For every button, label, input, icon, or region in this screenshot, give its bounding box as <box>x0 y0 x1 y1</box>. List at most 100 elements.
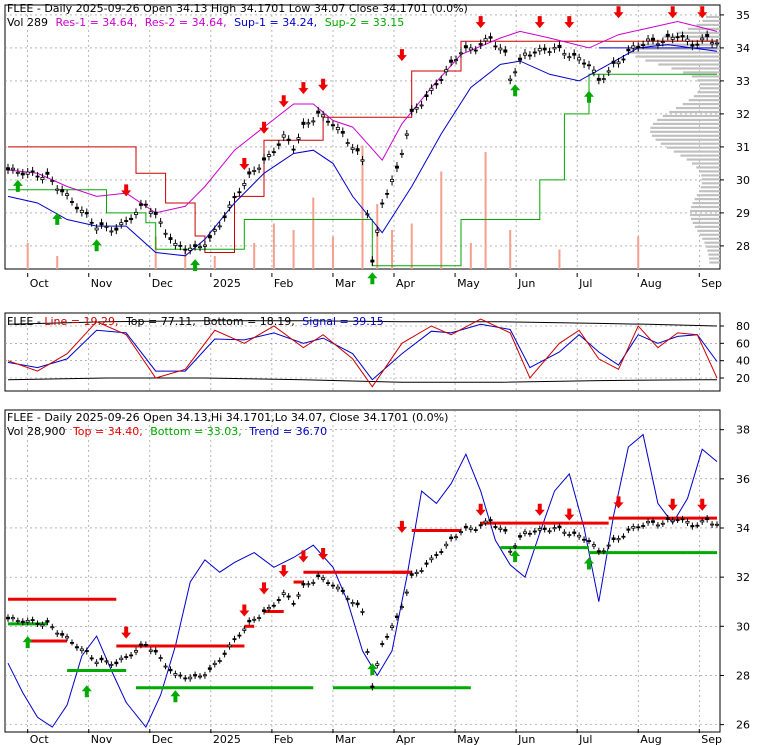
stochastic-lines <box>7 318 718 388</box>
candle-body <box>567 534 572 536</box>
candle-body <box>35 175 40 178</box>
candle-body <box>429 87 434 91</box>
candle-body <box>296 594 301 597</box>
profile-bar <box>694 198 720 201</box>
price-lines <box>7 20 718 267</box>
candle-body <box>473 49 478 52</box>
x-tick-label: Oct <box>30 733 50 745</box>
candle-body <box>198 246 203 249</box>
profile-bar <box>635 55 720 58</box>
candle-body <box>242 628 247 631</box>
candle-body <box>675 36 680 39</box>
candle-body <box>291 602 296 605</box>
x-tick-label: Jun <box>517 733 535 745</box>
candle-body <box>498 527 503 530</box>
profile-bar <box>666 146 720 149</box>
candle-body <box>198 675 203 678</box>
candle-body <box>444 543 449 547</box>
candle-body <box>79 648 84 652</box>
profile-bar <box>702 19 720 23</box>
candle-body <box>454 59 459 62</box>
candle-body <box>375 229 380 233</box>
y-tick-label: 28 <box>736 240 750 253</box>
candle-body <box>84 650 89 653</box>
up-arrow-marker <box>52 212 63 225</box>
candle-body <box>99 657 104 661</box>
down-arrow-marker <box>475 503 486 516</box>
profile-bar <box>645 59 720 62</box>
profile-bar <box>686 158 720 161</box>
candle-body <box>518 57 523 61</box>
candle-body <box>281 134 286 138</box>
up-arrow-marker <box>510 84 521 97</box>
candle-body <box>690 44 695 47</box>
profile-bar <box>699 233 720 236</box>
profile-bar <box>688 99 720 102</box>
candle-body <box>104 225 109 228</box>
candle-body <box>636 45 641 49</box>
candle-body <box>247 171 252 175</box>
stoch-header-title: FLEE - <box>7 315 44 328</box>
candle-body <box>650 520 655 523</box>
profile-bar <box>663 35 720 38</box>
candle-body <box>70 642 75 644</box>
channel-lower-line <box>7 44 718 257</box>
candle-body <box>15 171 20 174</box>
candle-body <box>577 57 582 61</box>
y-tick-label: 40 <box>736 355 750 368</box>
down-arrow-marker <box>318 78 329 91</box>
candle-body <box>655 524 660 527</box>
profile-bar <box>694 225 720 228</box>
candle-body <box>715 42 720 45</box>
candle-body <box>478 524 483 527</box>
profile-bar <box>651 134 720 137</box>
profile-bar <box>655 138 720 141</box>
up-arrow-marker <box>367 663 378 676</box>
candle-body <box>316 110 321 114</box>
y-tick-label: 30 <box>736 174 750 187</box>
down-arrow-marker <box>278 565 289 578</box>
candle-body <box>468 527 473 530</box>
down-arrow-marker <box>259 582 270 595</box>
candle-body <box>582 538 587 541</box>
candle-body <box>30 170 35 173</box>
down-arrow-marker <box>534 503 545 516</box>
candle-body <box>601 550 606 553</box>
candle-body <box>596 77 601 81</box>
volume-bar <box>312 197 315 269</box>
candle-body <box>330 124 335 127</box>
volume-bar <box>484 152 487 269</box>
candle-body <box>104 660 109 663</box>
candle-body <box>360 159 365 162</box>
candle-body <box>212 229 217 232</box>
candle-body <box>188 676 193 680</box>
candle-body <box>15 620 20 623</box>
candle-body <box>365 213 370 216</box>
candle-body <box>65 193 70 196</box>
trend-x-ticks: Oct Nov Dec 2025 Feb Mar Apr May Jun Jul Aug Sep <box>27 729 722 745</box>
down-arrow-marker <box>298 82 309 95</box>
candle-body <box>50 180 55 182</box>
candle-body <box>591 544 596 547</box>
candle-body <box>513 545 518 548</box>
candle-body <box>276 143 281 146</box>
candle-body <box>168 237 173 241</box>
x-tick-label: Apr <box>396 733 416 745</box>
up-arrow-marker <box>367 272 378 285</box>
profile-bar <box>690 213 720 217</box>
candle-body <box>188 247 193 251</box>
candle-body <box>143 644 148 646</box>
trend-header-line1: FLEE - Daily 2025-09-26 Open 34.13,Hi 34… <box>7 411 448 424</box>
candle-body <box>710 523 715 526</box>
candle-body <box>596 550 601 553</box>
candle-body <box>547 530 552 533</box>
x-tick-label: Oct <box>30 277 50 290</box>
candle-body <box>641 44 646 47</box>
candle-body <box>60 633 65 636</box>
x-tick-label: Dec <box>152 277 173 290</box>
candle-body <box>419 104 424 107</box>
candle-body <box>621 535 626 538</box>
candle-body <box>129 217 134 221</box>
trend-curve <box>7 433 718 729</box>
